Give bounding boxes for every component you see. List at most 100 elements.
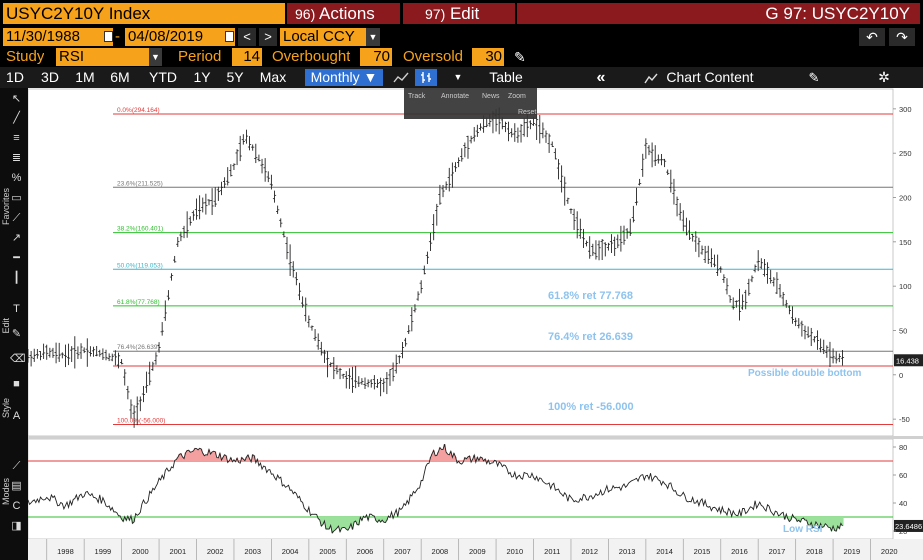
currency-select[interactable]: Local CCY [280,28,380,46]
popup-news[interactable]: News [482,93,500,100]
ohlc-bar-84 [288,244,292,277]
ohlc-bar-71 [247,136,252,151]
color-tool-icon[interactable]: ■ [13,378,20,390]
edit-label-vertical: Edit [1,318,11,334]
range-button-ytd[interactable]: YTD [149,69,177,85]
ohlc-bar-182 [594,240,598,260]
mode-bars-icon[interactable]: ▤ [11,480,22,492]
start-date-field[interactable]: 11/30/1988 [3,28,113,46]
gear-icon[interactable]: ✲ [878,69,890,85]
prev-arrow-icon[interactable]: < [238,28,256,46]
brush-tool-icon[interactable]: ✎ [11,328,22,340]
study-dropdown-icon[interactable]: ▼ [149,48,162,66]
ohlc-bar-64 [226,167,230,186]
ohlc-bar-254 [819,338,823,353]
ohlc-bar-83 [285,236,289,260]
ohlc-bar-45 [166,290,171,301]
vline-tool-icon[interactable]: ┃ [13,272,20,284]
ohlc-bar-70 [244,129,249,144]
trend-tool-icon[interactable]: ⟋ [12,212,21,224]
ohlc-bar-218 [706,245,710,264]
frequency-select[interactable]: Monthly ▼ [305,69,383,86]
ohlc-bar-38 [144,371,149,393]
x-label-14: 2012 [581,547,598,556]
oversold-field[interactable]: 30 [472,48,504,66]
ohlc-bar-244 [787,305,791,315]
bar-chart-icon[interactable] [415,69,437,86]
collapse-icon[interactable]: « [596,69,606,86]
popup-zoom[interactable]: Zoom [508,93,526,100]
range-button-1m[interactable]: 1M [75,69,95,85]
arrow-tool-icon[interactable]: ↗ [11,232,22,244]
cursor-icon[interactable]: ↖ [11,93,22,105]
line-chart-icon[interactable] [391,69,411,86]
ohlc-bar-213 [691,233,695,242]
overbought-field[interactable]: 70 [360,48,392,66]
eraser-tool-icon[interactable]: ⌫ [10,353,26,365]
range-button-1d[interactable]: 1D [6,69,24,85]
range-button-1y[interactable]: 1Y [193,69,211,85]
currency-dropdown-icon[interactable]: ▼ [366,28,380,46]
ohlc-bar-138 [457,157,461,168]
start-calendar-icon[interactable] [104,31,113,42]
chart-type-dropdown-icon[interactable]: ▼ [453,72,463,82]
hline-tool-icon[interactable]: ━ [13,252,20,264]
ohlc-bar-186 [606,242,611,251]
next-arrow-icon[interactable]: > [259,28,277,46]
chart-content-icon [643,69,659,86]
mode-cycle-icon[interactable]: C [12,500,21,512]
ohlc-bar-113 [379,377,383,397]
range-button-5y[interactable]: 5Y [226,69,244,85]
fibonacci-tool-icon[interactable]: ≡ [13,132,20,144]
channel-tool-icon[interactable]: ≣ [11,152,22,164]
ohlc-bar-15 [73,336,77,369]
popup-track[interactable]: Track [408,93,426,100]
popup-annotate[interactable]: Annotate [441,93,469,100]
popup-reset[interactable]: Reset [518,109,536,116]
fib-label-5: 76.4%(26.639) [117,344,160,351]
ohlc-bar-63 [222,177,227,189]
pencil-icon[interactable]: ✎ [514,49,526,65]
study-select[interactable]: RSI [56,48,162,66]
rectangle-tool-icon[interactable]: ▭ [11,192,22,204]
mode-line-icon[interactable]: ⟋ [12,460,21,472]
ticker-field[interactable]: USYC2Y10Y Index [3,3,285,24]
edit-chart-icon[interactable]: ✎ [808,70,820,85]
ohlc-bar-225 [728,295,732,303]
ohlc-bar-245 [790,306,795,324]
mode-layers-icon[interactable]: ◨ [11,520,22,532]
ohlc-bar-76 [263,158,267,182]
range-button-6m[interactable]: 6M [110,69,130,85]
percent-tool-icon[interactable]: % [11,172,22,184]
edit-number: 97) [425,6,446,22]
ohlc-bar-241 [778,283,782,298]
range-button-max[interactable]: Max [259,69,287,85]
chart-content-button[interactable]: Chart Content [666,69,754,85]
ohlc-bar-112 [375,379,380,388]
ohlc-bar-193 [628,218,632,236]
period-field[interactable]: 14 [232,48,262,66]
end-calendar-icon[interactable] [225,31,234,42]
font-tool-icon[interactable]: A [12,410,21,422]
end-date-field[interactable]: 04/08/2019 [125,28,235,46]
price-chart[interactable]: 0.0%(294.164) 23.6%(211.525) 38.2%(160.401… [28,88,923,560]
fib-label-6: 100.0%(-56.000) [117,417,165,424]
edit-menu[interactable]: 97) Edit [403,3,515,24]
ohlc-bar-1 [29,350,33,367]
x-label-18: 2016 [731,547,748,556]
ohlc-bar-131 [435,203,439,226]
line-tool-icon[interactable]: ╱ [13,112,20,124]
undo-icon[interactable]: ↶ [859,28,885,46]
redo-icon[interactable]: ↷ [889,28,915,46]
ohlc-bar-172 [563,176,567,206]
ohlc-bar-10 [57,342,61,362]
ohlc-bar-95 [322,349,327,363]
range-button-3d[interactable]: 3D [41,69,59,85]
ohlc-bar-92 [313,329,317,341]
actions-menu[interactable]: 96) Actions [287,3,400,24]
ohlc-bar-168 [550,141,554,147]
fib-label-2: 38.2%(160.401) [117,226,163,233]
table-button[interactable]: Table [489,69,523,85]
ohlc-bar-165 [541,122,545,139]
text-tool-icon[interactable]: T [13,303,20,315]
